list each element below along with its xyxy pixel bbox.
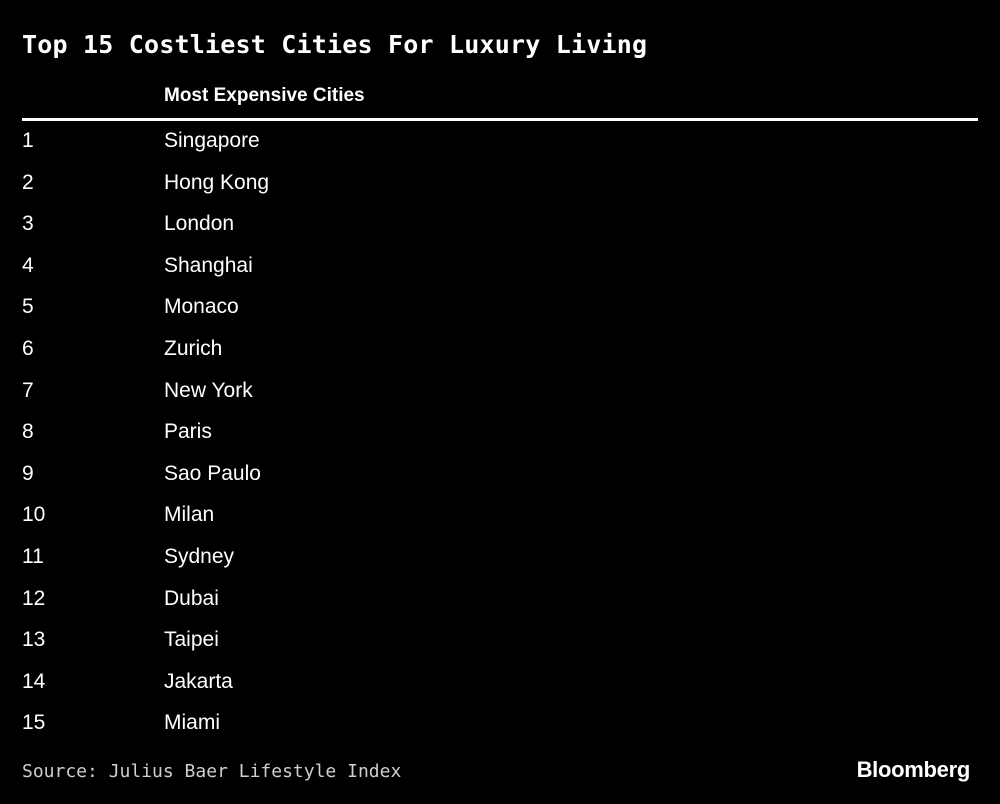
rank-cell: 13: [22, 628, 46, 652]
city-cell: Miami: [164, 711, 220, 735]
rank-cell: 1: [22, 129, 34, 152]
city-cell: Taipei: [164, 628, 219, 652]
table-row: 5 Monaco: [22, 287, 978, 329]
table-row: 6 Zurich: [22, 329, 978, 371]
rank-cell: 7: [22, 378, 34, 402]
table-row: 11 Sydney: [22, 537, 978, 579]
city-cell: Singapore: [164, 129, 260, 152]
rank-cell: 8: [22, 420, 34, 444]
rank-cell: 4: [22, 253, 34, 277]
city-cell: Shanghai: [164, 253, 253, 277]
table-row: 15 Miami: [22, 703, 978, 745]
table-row: 3 London: [22, 204, 978, 246]
rank-cell: 9: [22, 461, 34, 485]
table-row: 2 Hong Kong: [22, 163, 978, 205]
table-header: Most Expensive Cities: [22, 82, 978, 121]
table-body: 1 Singapore 2 Hong Kong 3 London 4 Shanghai 5 Mon…: [22, 121, 978, 745]
table-row: 8 Paris: [22, 412, 978, 454]
bloomberg-logo: Bloomberg: [856, 757, 971, 782]
rank-cell: 3: [22, 212, 34, 236]
city-cell: Sao Paulo: [164, 461, 261, 485]
city-cell: Sydney: [164, 544, 235, 568]
table-row: 10 Milan: [22, 495, 978, 537]
city-cell: Zurich: [164, 336, 223, 360]
rank-cell: 10: [22, 503, 46, 527]
table-row: 1 Singapore: [22, 121, 978, 163]
column-header-city: Most Expensive Cities: [164, 85, 365, 106]
rank-cell: 12: [22, 586, 46, 610]
table-row: 12 Dubai: [22, 579, 978, 621]
table-row: 13 Taipei: [22, 620, 978, 662]
table-row: 4 Shanghai: [22, 246, 978, 288]
city-cell: London: [164, 212, 235, 236]
city-cell: New York: [164, 378, 253, 402]
city-cell: Dubai: [164, 586, 219, 610]
rank-cell: 14: [22, 669, 46, 693]
city-cell: Jakarta: [164, 669, 233, 693]
ranking-table: Most Expensive Cities 1 Singapore 2 Hong Ko…: [22, 82, 978, 745]
city-cell: Hong Kong: [164, 170, 270, 194]
city-cell: Monaco: [164, 295, 239, 319]
table-row: 7 New York: [22, 371, 978, 413]
rank-cell: 2: [22, 170, 34, 194]
city-cell: Milan: [164, 503, 215, 527]
table-row: 14 Jakarta: [22, 662, 978, 704]
chart-title: Top 15 Costliest Cities For Luxury Livin…: [22, 30, 648, 59]
rank-cell: 6: [22, 336, 34, 360]
rank-cell: 11: [22, 544, 44, 568]
city-cell: Paris: [164, 420, 212, 444]
table-row: 9 Sao Paulo: [22, 454, 978, 496]
source-note: Source: Julius Baer Lifestyle Index: [22, 761, 402, 782]
rank-cell: 5: [22, 295, 34, 319]
rank-cell: 15: [22, 711, 46, 735]
